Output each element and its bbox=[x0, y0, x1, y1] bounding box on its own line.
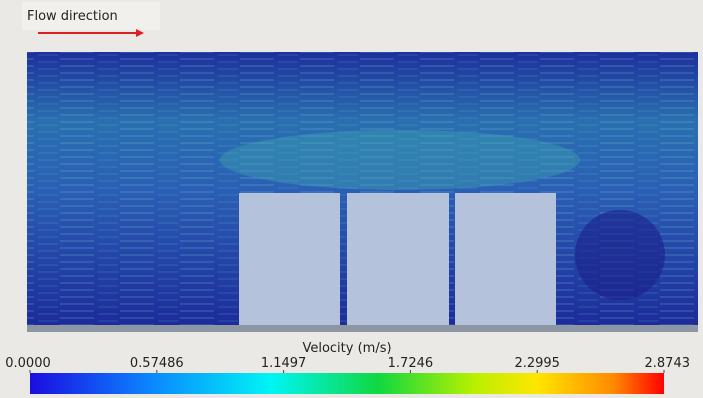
vortex bbox=[575, 210, 665, 300]
block bbox=[347, 193, 449, 327]
colorbar bbox=[30, 373, 664, 394]
flow-label: Flow direction bbox=[27, 9, 118, 24]
colorbar-ticks: 0.0000 0.57486 1.1497 1.7246 2.2995 2.8743 bbox=[5, 356, 690, 373]
ground bbox=[27, 325, 698, 332]
flow-arrow-head bbox=[136, 29, 144, 37]
tick-label: 0.0000 bbox=[5, 356, 51, 371]
block bbox=[455, 193, 556, 327]
tick-label: 1.7246 bbox=[388, 356, 434, 371]
scene: Flow direction Velocity (m/s) 0.0000 0.57… bbox=[0, 0, 703, 394]
wake-glow bbox=[220, 130, 580, 190]
tick-label: 1.1497 bbox=[261, 356, 307, 371]
tick-label: 2.8743 bbox=[645, 356, 691, 371]
tick-label: 2.2995 bbox=[514, 356, 560, 371]
colorbar-title: Velocity (m/s) bbox=[302, 341, 391, 356]
tick-label: 0.57486 bbox=[130, 356, 184, 371]
block bbox=[239, 193, 340, 327]
